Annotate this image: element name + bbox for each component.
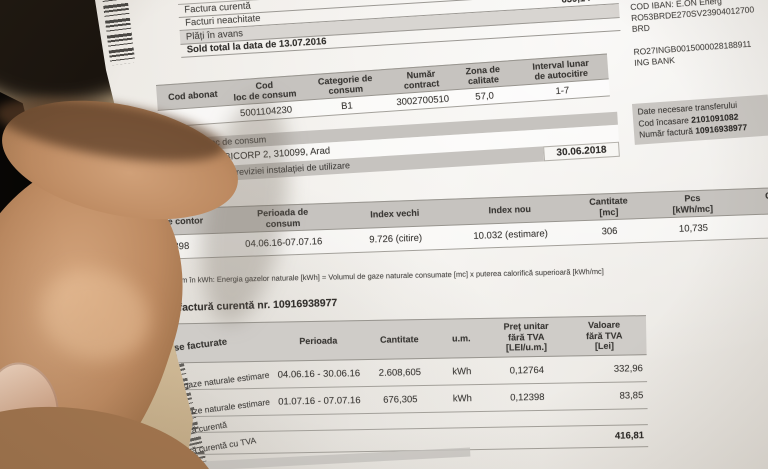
cell: B1 (340, 99, 354, 112)
column-header: Index vechi (370, 208, 420, 220)
cell: 676,305 (383, 393, 418, 406)
total-tva-value: 416,81 (614, 430, 645, 442)
cell (272, 441, 368, 443)
cell: 332,96 (613, 362, 643, 375)
column-header: Categorie de consum (317, 72, 373, 96)
barcode (102, 0, 136, 66)
cell (434, 438, 492, 439)
cell (492, 437, 564, 438)
products-table: Produse facturate Perioada Cantitate u.m… (138, 315, 649, 469)
transfer-info-box: Date necesare transferului Cod încasare … (632, 94, 768, 145)
column-header: Pcs [kWh/mc] (672, 192, 714, 215)
cell (368, 439, 434, 440)
bank-details: COD IBAN: E.ON Energ RO53BRDE270SV239040… (630, 0, 768, 69)
column-header: Cantitate [kWh] (764, 189, 768, 201)
cell: 9.726 (citire) (369, 232, 423, 246)
cell: 1-7 (555, 84, 570, 97)
cell: 0,12398 (510, 391, 545, 404)
column-header: Număr contract (403, 68, 440, 91)
cell: kWh (452, 365, 472, 378)
cell: 83,85 (619, 389, 644, 402)
cell: 10.032 (estimare) (473, 228, 548, 242)
numar-factura-value: 10916938977 (694, 122, 748, 136)
cell: 01.07.16 - 07.07.16 (278, 394, 361, 408)
cell (564, 417, 648, 418)
cell (272, 422, 368, 424)
cell: 04.06.16 - 30.06.16 (277, 367, 361, 381)
cell: 57,0 (474, 89, 495, 103)
column-header: Cod abonat (167, 88, 218, 102)
cell (737, 224, 768, 227)
cell: 3002700510 (395, 93, 450, 108)
summary-value (525, 24, 620, 30)
cell: 10,735 (678, 222, 709, 235)
column-header: Interval lunar de autocitire (531, 57, 590, 82)
cell: kWh (452, 392, 472, 405)
column-header: Preț unitar fără TVA [LEI/u.m.] (503, 321, 549, 353)
cell: Consum gaze naturale estimare (139, 397, 271, 422)
cell: 2.608,605 (378, 366, 422, 379)
summary-value (524, 10, 619, 16)
column-header: u.m. (451, 332, 471, 344)
column-header: Cantitate (379, 333, 419, 345)
column-header: Zona de calitate (465, 63, 501, 87)
revision-date: 30.06.2018 (543, 141, 620, 162)
cell (368, 420, 434, 421)
column-header: Perioada (299, 335, 338, 346)
column-header: Cantitate [mc] (589, 195, 628, 217)
cell: Total factură curentă (140, 418, 272, 441)
column-header: Valoare fără TVA [Lei] (586, 319, 623, 352)
cell: 0,12764 (509, 364, 545, 377)
cell (492, 418, 564, 419)
cell (434, 419, 492, 420)
column-header: Index nou (488, 204, 532, 216)
cell: 306 (601, 225, 618, 238)
invoice-summary-table: Factura curentă 0,00 Facturi neachitate … (178, 0, 621, 58)
